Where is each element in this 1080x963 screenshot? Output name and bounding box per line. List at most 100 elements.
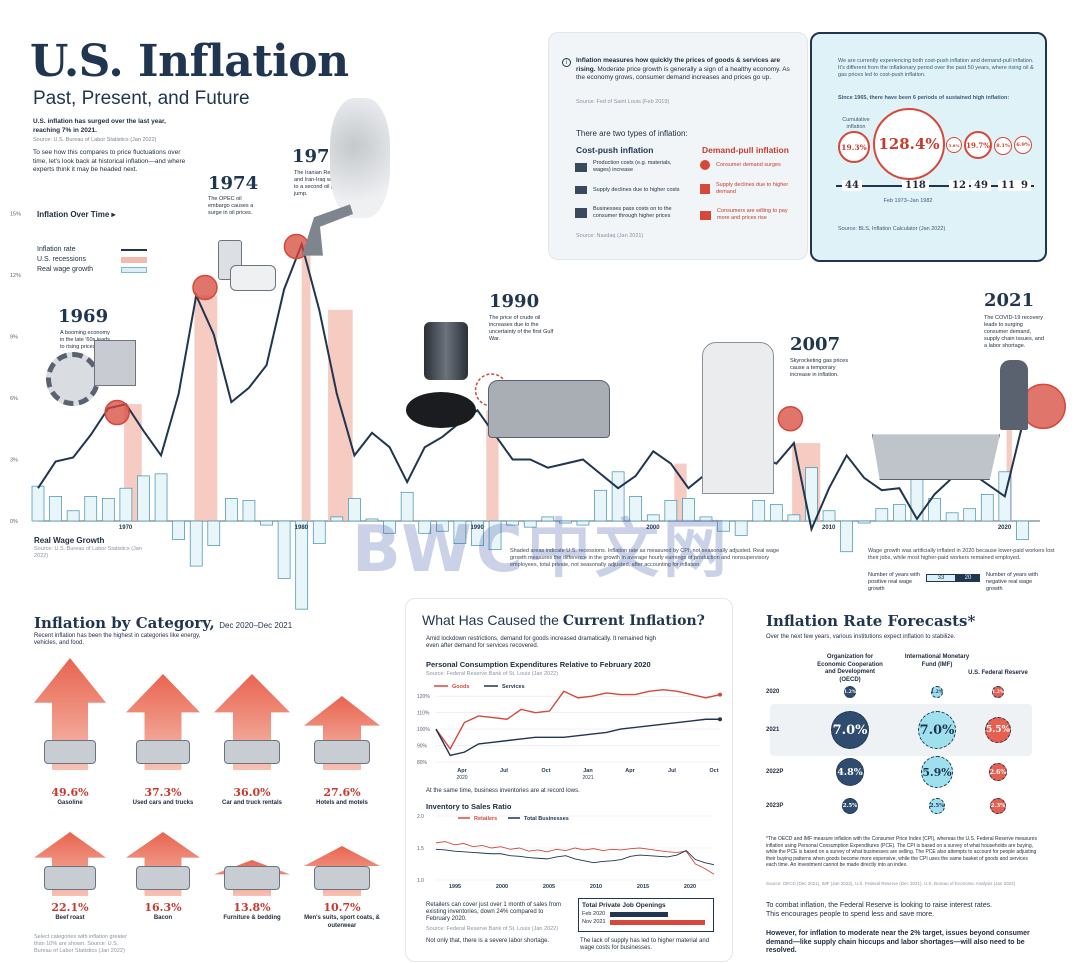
forecast-badge: 1.2% — [844, 686, 856, 698]
causes-mid-text: At the same time, business inventories a… — [426, 788, 580, 794]
cost-push-title: Cost-push inflation — [576, 145, 654, 155]
x-tick-label: Oct — [541, 768, 550, 774]
x-tick-label: Oct — [709, 768, 718, 774]
pos-years-bar: 33 — [926, 574, 956, 582]
period-years: 11 — [998, 180, 1018, 191]
wage-bar — [857, 520, 871, 524]
wage-bar — [1016, 520, 1029, 540]
factory-icon — [575, 162, 587, 172]
history-footnote: Source: BLS, Inflation Calculator (Jan 2… — [838, 226, 946, 232]
category-illustration — [224, 740, 280, 764]
y-tick-label: 1.0 — [417, 878, 424, 884]
x-tick-label: 2020 — [998, 525, 1012, 531]
category-label: Bacon — [153, 915, 173, 921]
worker-illustration — [1000, 360, 1028, 430]
forecast-footnote: *The OECD and IMF measure inflation with… — [766, 836, 1037, 868]
forecast-badge: 4.8% — [836, 758, 864, 786]
x-tick-year: 2020 — [456, 775, 467, 781]
definition-text: Inflation measures how quickly the price… — [576, 57, 791, 83]
recession-band — [328, 309, 353, 521]
x-tick-label: 2020 — [684, 884, 696, 890]
wage-bar — [541, 516, 555, 522]
forecast-badge: 2.5% — [842, 798, 858, 814]
wage-bar — [629, 496, 643, 522]
x-tick-label: 2005 — [543, 884, 555, 890]
event-marker — [777, 405, 804, 432]
x-tick-year: 2021 — [582, 775, 593, 781]
event-marker — [192, 274, 218, 301]
wage-bar — [84, 496, 98, 522]
lead-source: Source: U.S. Bureau of Labor Statistics … — [33, 137, 157, 143]
legend-swatch — [121, 248, 147, 251]
category-label: Men's suits, sport coats, & outerwear — [304, 915, 380, 929]
event-text-1974: The OPEC oil embargo causes a surge in o… — [208, 196, 254, 216]
wage-bar — [594, 489, 607, 522]
demand-pull-item: Consumer demand surges — [700, 160, 796, 170]
wage-bar — [471, 520, 484, 546]
wage-bar — [682, 498, 695, 522]
causes-intro: Amid lockdown restrictions, demand for g… — [426, 636, 656, 649]
wage-bar — [242, 500, 256, 522]
wage-bar — [576, 520, 590, 526]
wage-bar — [225, 498, 238, 522]
category-value: 36.0% — [233, 786, 271, 799]
wage-bar — [506, 520, 519, 526]
category-label: Furniture & bedding — [223, 915, 281, 921]
category-illustration — [44, 740, 96, 764]
wage-bar — [717, 520, 730, 532]
wage-axis-label: Real Wage Growth — [34, 536, 105, 545]
event-year-2021: 2021 — [984, 290, 1035, 311]
wage-bar — [137, 475, 150, 522]
forecast-combat: To combat inflation, the Federal Reserve… — [766, 902, 993, 918]
wage-bar — [365, 518, 379, 522]
cost-push-item: Businesses pass costs on to the consumer… — [575, 206, 685, 220]
event-marker — [104, 399, 130, 426]
forecast-year: 2020 — [766, 689, 780, 695]
wage-bar — [523, 520, 537, 528]
y-tick-label: 90% — [417, 744, 428, 750]
smoke-illustration — [330, 98, 390, 218]
chevron-right-icon: ▸ — [111, 210, 116, 219]
x-tick-label: 1970 — [119, 525, 133, 531]
wage-bar — [260, 520, 273, 526]
category-value: 49.6% — [51, 786, 89, 799]
wage-bar — [207, 520, 221, 546]
people-icon — [700, 160, 710, 170]
forecast-badge: 5.9% — [921, 756, 953, 788]
legend-label: Goods — [452, 684, 469, 690]
cart-icon — [700, 210, 711, 220]
wage-bar — [488, 520, 502, 551]
category-label: Gasoline — [57, 800, 83, 806]
forecast-column-header: U.S. Federal Reserve — [968, 670, 1028, 676]
y-tick-label: 100% — [417, 727, 430, 733]
period-label: Cumulative inflation — [842, 117, 870, 130]
jobs-text: Retailers can cover just over 1 month of… — [426, 902, 562, 922]
cost-push-list: Production costs (e.g. materials, wages)… — [575, 160, 685, 220]
pce-endpoint — [718, 717, 722, 722]
box-icon — [700, 184, 710, 194]
category-illustration — [224, 866, 280, 890]
category-label: Used cars and trucks — [132, 800, 194, 806]
period-rate-badge: 5.8% — [946, 137, 962, 153]
y-tick-label: 2.0 — [417, 814, 424, 820]
pce-endpoint — [718, 692, 722, 697]
wage-bar — [559, 520, 572, 524]
openings-label: Feb 2020 — [582, 911, 606, 917]
openings-bar — [610, 911, 668, 917]
category-illustration — [136, 866, 190, 890]
forecast-year: 2023P — [766, 803, 784, 809]
types-intro: There are two types of inflation: — [576, 129, 688, 138]
forecast-year: 2022P — [766, 769, 784, 775]
page-subtitle: Past, Present, and Future — [33, 88, 250, 109]
recession-band — [194, 295, 218, 521]
legend-item: Real wage growth — [37, 266, 147, 273]
forecast-badge: 2.6% — [989, 763, 1007, 781]
y-tick-label: 3% — [10, 458, 18, 464]
demand-pull-list: Consumer demand surges Supply declines d… — [700, 160, 796, 222]
event-text-1979: The Iranian Revolution and Iran-Iraq war… — [294, 170, 351, 197]
causes-closing: The lack of supply has led to higher mat… — [580, 938, 710, 951]
oil-spill-illustration — [406, 392, 476, 428]
x-tick-label: 2010 — [822, 525, 836, 531]
forecast-badge: 2.5% — [929, 798, 945, 814]
wage-bar — [840, 520, 853, 553]
